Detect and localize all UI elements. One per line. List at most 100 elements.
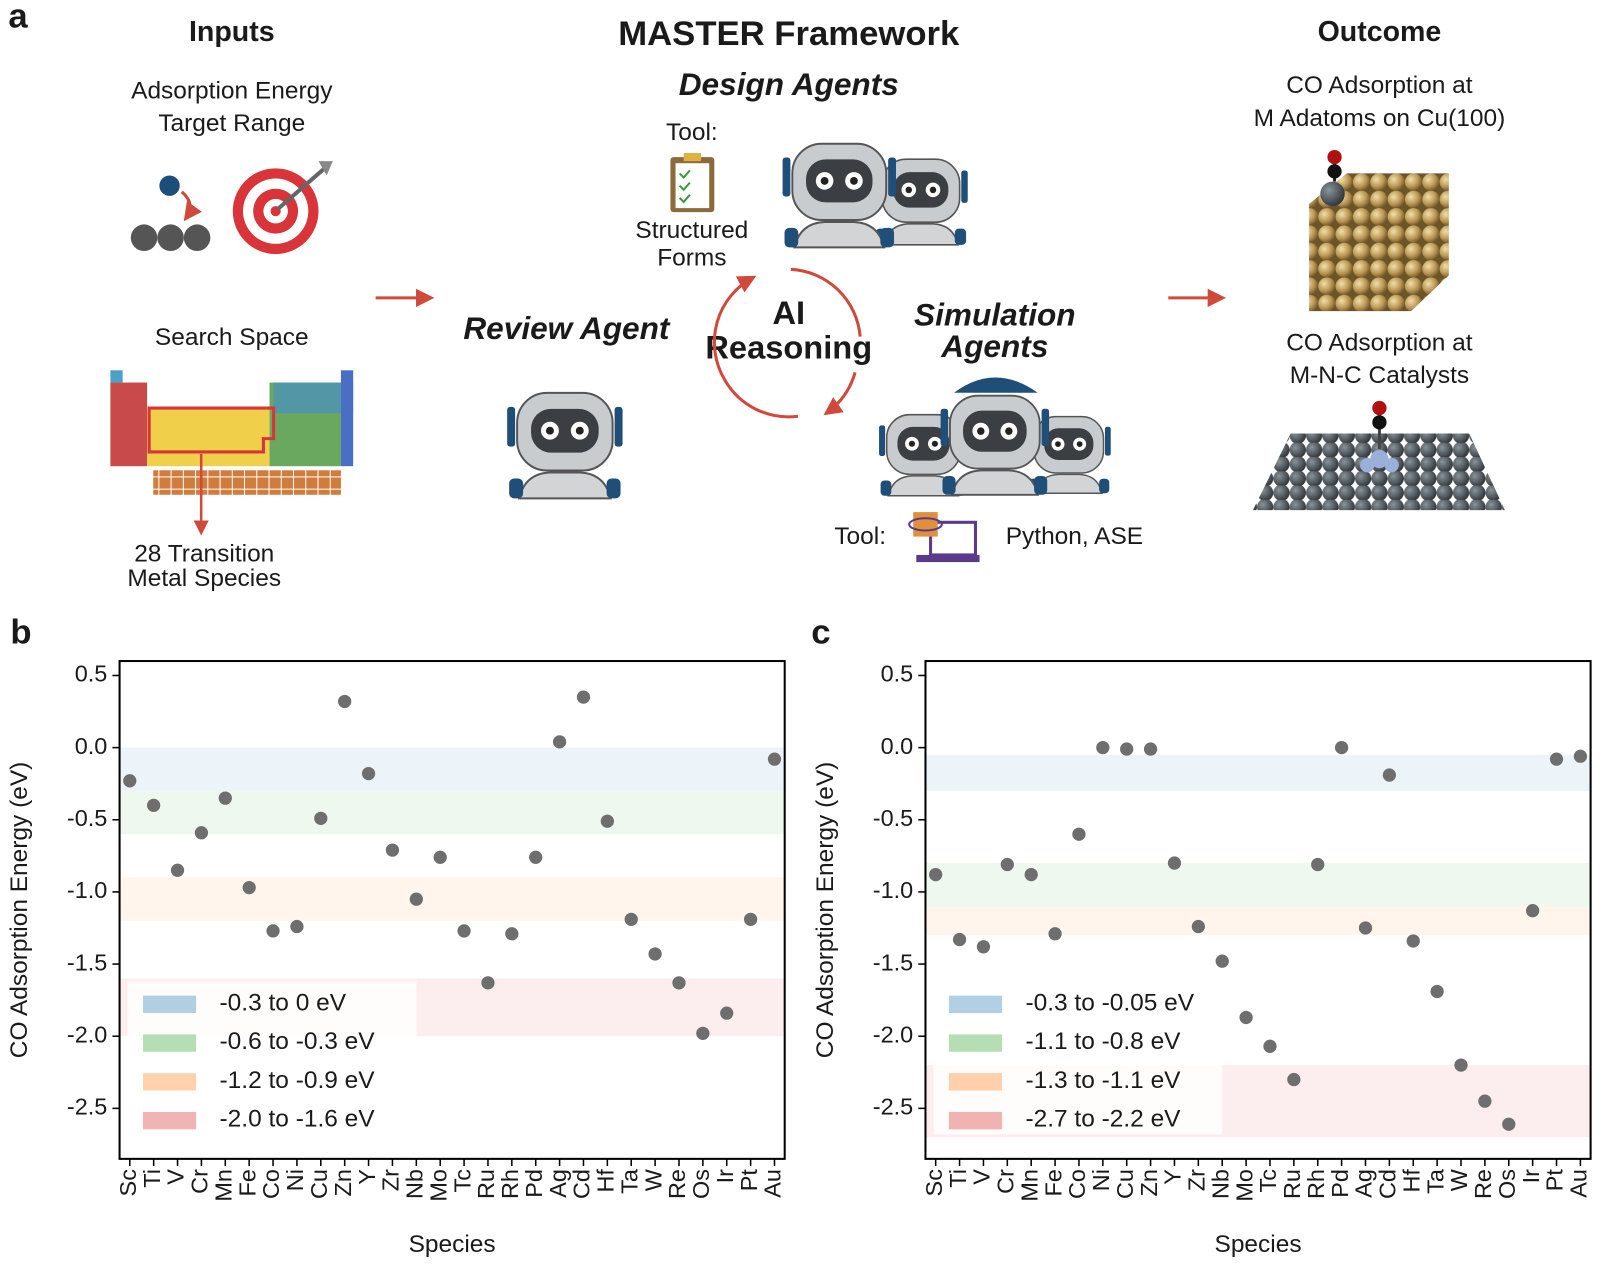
y-tick-label: -1.5 (67, 949, 107, 975)
point (1120, 742, 1134, 756)
x-axis-title: Species (1215, 1231, 1302, 1258)
x-tick-label: Rh (1303, 1169, 1329, 1199)
cycle-arrow (712, 275, 757, 381)
label: Tool: (666, 119, 718, 146)
point (385, 843, 400, 857)
cap-icon (954, 377, 1038, 393)
legend-swatch (143, 1073, 197, 1091)
point (1072, 827, 1086, 841)
legend-swatch (143, 1111, 197, 1130)
point (1143, 742, 1158, 756)
point (672, 976, 686, 990)
x-tick-label: Mn (210, 1169, 236, 1202)
x-tick-label: Ir (1518, 1169, 1544, 1184)
panel-label: a (8, 0, 28, 36)
x-tick-label: Re (1470, 1169, 1496, 1199)
x-tick-label: Zn (1136, 1169, 1162, 1196)
point (1549, 752, 1564, 766)
legend-swatch (948, 1034, 1002, 1052)
panel-label: c (811, 614, 830, 652)
point (457, 924, 471, 938)
point (767, 752, 782, 766)
point (976, 940, 991, 954)
x-tick-label: Tc (449, 1169, 475, 1193)
framework-title: MASTER Framework (618, 15, 960, 53)
y-tick-label: 0.0 (881, 733, 914, 759)
x-tick-label: Cr (187, 1169, 213, 1194)
x-tick-label: Pt (1542, 1169, 1568, 1192)
point (266, 924, 280, 938)
point (576, 690, 591, 704)
point (1334, 740, 1349, 755)
point (624, 912, 638, 926)
point (290, 919, 304, 934)
x-tick-label: Fe (1040, 1169, 1066, 1196)
point (1048, 927, 1062, 941)
plot-frame (924, 660, 1592, 1160)
label: 28 Transition (134, 540, 274, 567)
x-tick-label: Au (760, 1169, 786, 1198)
y-tick-label: -0.5 (67, 805, 107, 831)
band (119, 877, 785, 921)
heading: Agents (940, 328, 1048, 364)
heading: Review Agent (463, 310, 671, 346)
x-tick-label: Sc (115, 1169, 141, 1197)
label: Structured (635, 217, 748, 244)
legend-label: -0.3 to 0 eV (220, 989, 347, 1016)
x-axis-title: Species (409, 1231, 496, 1258)
point (743, 912, 758, 926)
x-tick-label: Hf (593, 1169, 619, 1193)
legend-swatch (948, 995, 1002, 1013)
legend-label: -1.3 to -1.1 eV (1025, 1067, 1181, 1094)
legend-box (127, 981, 417, 1135)
x-tick-label: V (969, 1169, 995, 1185)
point (1239, 1010, 1253, 1025)
y-tick-label: -1.0 (67, 877, 107, 903)
point (1358, 921, 1373, 935)
robot-icon (506, 391, 624, 500)
x-tick-label: Ti (945, 1169, 971, 1188)
label: Adsorption Energy (131, 77, 333, 104)
point (952, 932, 967, 947)
point (361, 766, 376, 781)
point (1287, 1072, 1301, 1087)
y-tick-label: -1.5 (873, 949, 913, 975)
laptop-icon (908, 512, 980, 563)
legend-label: -2.0 to -1.6 eV (220, 1106, 376, 1133)
point (1573, 749, 1588, 763)
x-tick-label: Ni (1088, 1169, 1114, 1191)
x-tick-label: Mo (425, 1169, 451, 1202)
legend-swatch (948, 1073, 1002, 1091)
x-tick-label: Pt (736, 1169, 762, 1192)
point (1263, 1039, 1277, 1053)
point (1167, 856, 1182, 870)
y-tick-label: -0.5 (873, 805, 913, 831)
y-tick-label: 0.5 (881, 661, 914, 687)
point (1454, 1058, 1468, 1072)
y-tick-label: -2.0 (67, 1021, 107, 1047)
x-tick-label: W (1446, 1168, 1472, 1191)
y-tick-label: -2.5 (67, 1094, 107, 1120)
charts: b0.50.0-0.5-1.0-1.5-2.0-2.5ScTiVCrMnFeCo… (6, 614, 1592, 1258)
point (1096, 740, 1110, 755)
point (552, 735, 567, 749)
point (1024, 867, 1038, 882)
point (147, 798, 161, 812)
point (720, 1006, 734, 1020)
clipboard-icon (670, 153, 715, 213)
legend-label: -0.3 to -0.05 eV (1025, 989, 1194, 1016)
point (600, 814, 614, 828)
y-tick-label: -2.5 (873, 1094, 913, 1120)
x-tick-label: W (640, 1168, 666, 1191)
x-tick-label: Ru (473, 1169, 499, 1199)
cycle-arrow (723, 378, 799, 419)
label: CO Adsorption at (1286, 72, 1473, 99)
point (1406, 934, 1420, 948)
x-tick-label: Ag (545, 1169, 571, 1198)
point (242, 880, 256, 895)
label: Python, ASE (1006, 523, 1143, 550)
x-tick-label: Os (1494, 1169, 1520, 1199)
label: M Adatoms on Cu(100) (1254, 105, 1506, 132)
x-tick-label: Os (688, 1169, 714, 1199)
